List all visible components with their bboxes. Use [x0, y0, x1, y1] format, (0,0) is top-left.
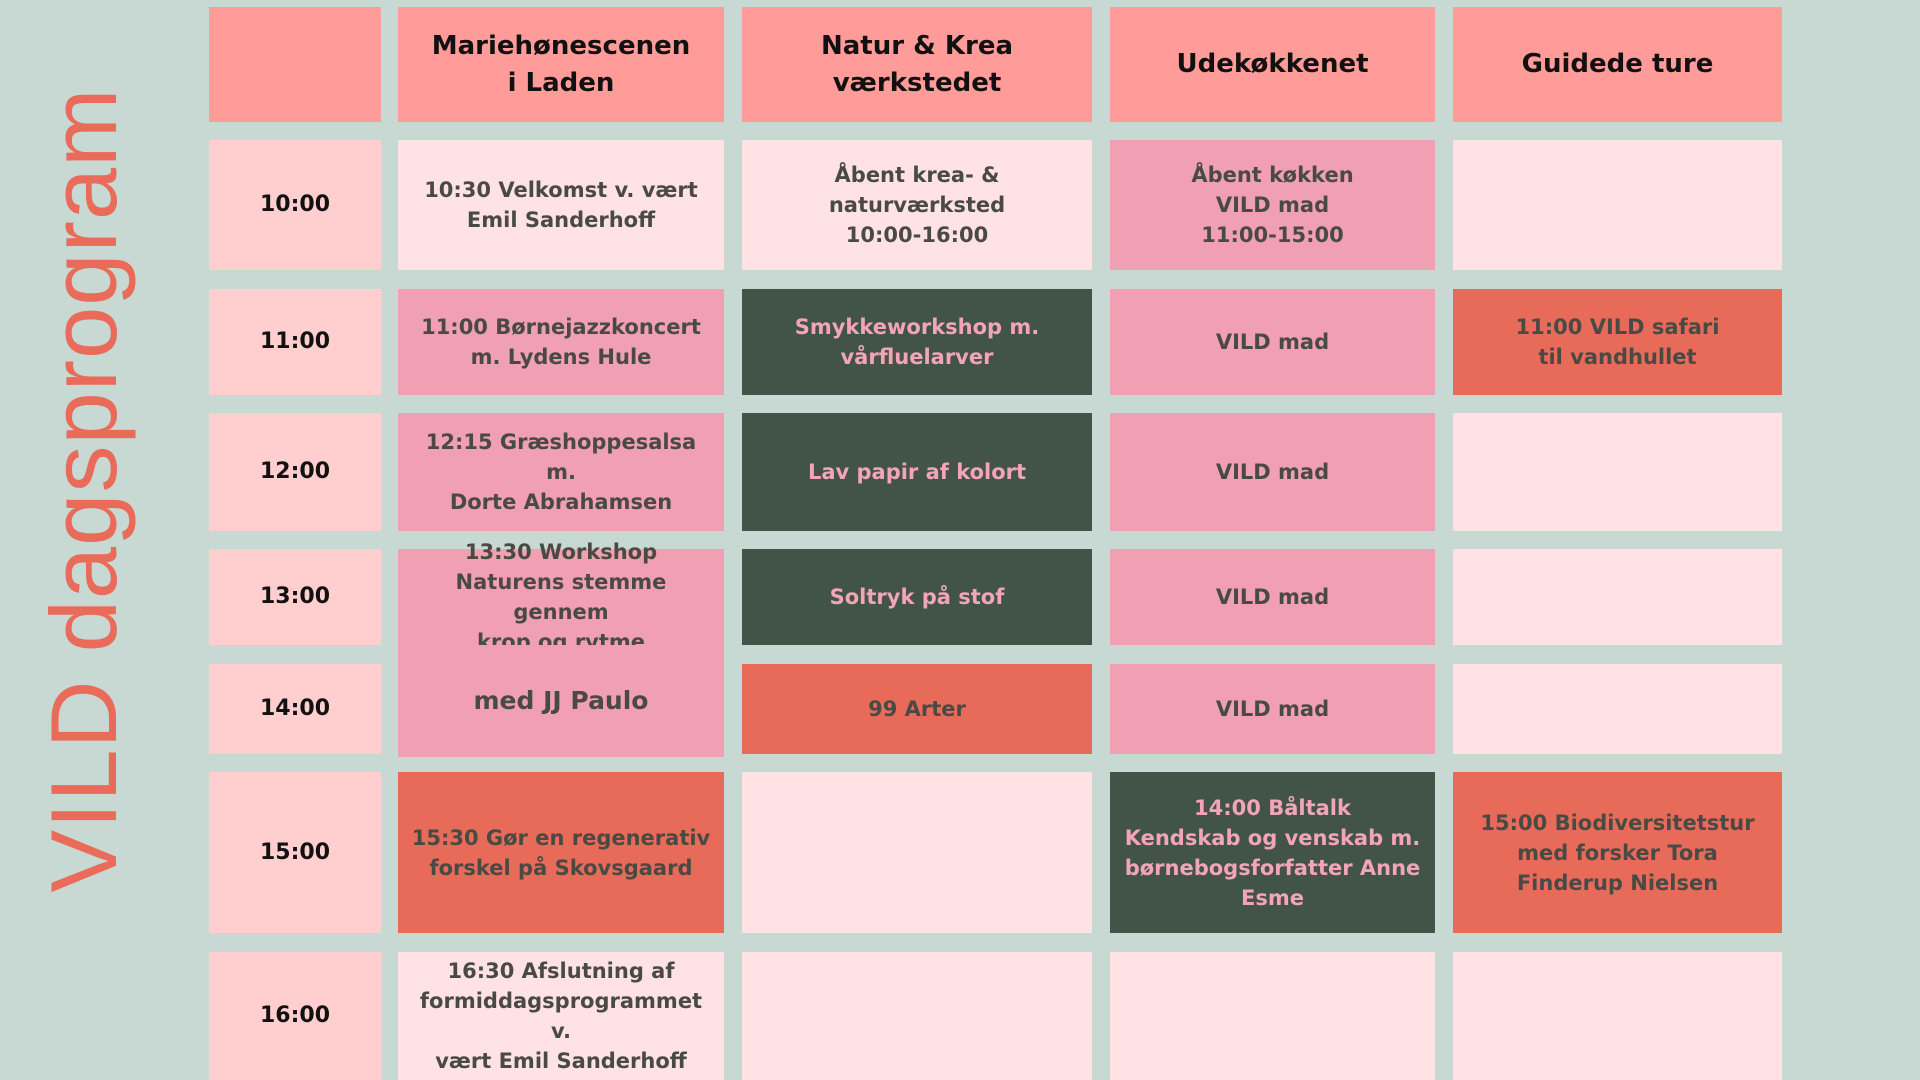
event-vild-safari: 11:00 VILD safari til vandhullet — [1453, 289, 1782, 395]
event-workshop-naturens-stemme: 13:30 Workshop Naturens stemme gennem kr… — [398, 540, 724, 654]
time-11: 11:00 — [209, 289, 381, 395]
event-afslutning: 16:30 Afslutning af formiddagsprogrammet… — [398, 952, 724, 1080]
event-99-arter: 99 Arter — [742, 664, 1092, 754]
event-velkomst: 10:30 Velkomst v. vært Emil Sanderhoff — [398, 140, 724, 270]
time-12: 12:00 — [209, 413, 381, 531]
event-workshop-jj-paulo: med JJ Paulo — [398, 645, 724, 757]
time-13: 13:00 — [209, 549, 381, 645]
header-udekokkenet: Udekøkkenet — [1110, 7, 1435, 122]
event-bornejazzkoncert: 11:00 Børnejazzkoncert m. Lydens Hule — [398, 289, 724, 395]
header-natur-krea: Natur & Krea værkstedet — [742, 7, 1092, 122]
empty-cell — [1453, 664, 1782, 754]
time-16: 16:00 — [209, 952, 381, 1080]
event-regenerativ-forskel: 15:30 Gør en regenerativ forskel på Skov… — [398, 772, 724, 933]
event-lav-papir: Lav papir af kolort — [742, 413, 1092, 531]
event-vild-mad-12: VILD mad — [1110, 413, 1435, 531]
event-baaltalk: 14:00 Båltalk Kendskab og venskab m. bør… — [1110, 772, 1435, 933]
time-14: 14:00 — [209, 664, 381, 754]
page-title: VILD dagsprogram — [31, 87, 136, 893]
event-vild-mad-14: VILD mad — [1110, 664, 1435, 754]
empty-cell — [1110, 952, 1435, 1080]
header-guidede-ture: Guidede ture — [1453, 7, 1782, 122]
event-vild-mad-11: VILD mad — [1110, 289, 1435, 395]
event-aabent-krea: Åbent krea- & naturværksted 10:00-16:00 — [742, 140, 1092, 270]
empty-cell — [1453, 549, 1782, 645]
event-biodiversitetstur: 15:00 Biodiversitetstur med forsker Tora… — [1453, 772, 1782, 933]
time-15: 15:00 — [209, 772, 381, 933]
header-corner — [209, 7, 381, 122]
event-smykkeworkshop: Smykkeworkshop m. vårfluelarver — [742, 289, 1092, 395]
event-aabent-kokken: Åbent køkken VILD mad 11:00-15:00 — [1110, 140, 1435, 270]
header-mariehonescenen: Mariehønescenen i Laden — [398, 7, 724, 122]
empty-cell — [742, 772, 1092, 933]
empty-cell — [1453, 952, 1782, 1080]
event-soltryk: Soltryk på stof — [742, 549, 1092, 645]
empty-cell — [742, 952, 1092, 1080]
event-graeshoppesalsa: 12:15 Græshoppesalsa m. Dorte Abrahamsen — [398, 413, 724, 531]
time-10: 10:00 — [209, 140, 381, 270]
event-vild-mad-13: VILD mad — [1110, 549, 1435, 645]
empty-cell — [1453, 140, 1782, 270]
empty-cell — [1453, 413, 1782, 531]
